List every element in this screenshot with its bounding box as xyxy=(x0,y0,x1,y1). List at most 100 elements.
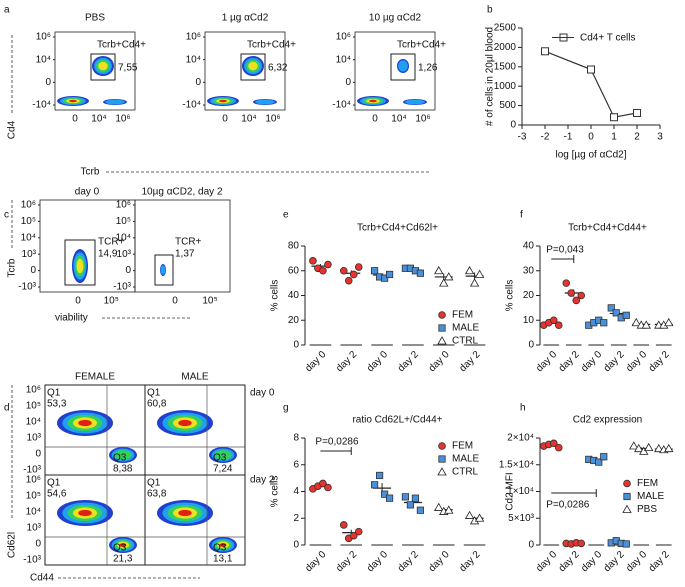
legend-label: MALE xyxy=(452,323,480,334)
y-tick-label: 1000 xyxy=(494,81,517,92)
point xyxy=(416,269,425,277)
tick-label: 0 xyxy=(75,296,81,307)
axis-label: Cd62l xyxy=(7,532,18,558)
plot-frame xyxy=(204,31,286,111)
x-tick-label: day 0 xyxy=(427,549,452,574)
cell-density xyxy=(178,509,192,517)
annotation: P=0,043 xyxy=(546,245,584,256)
tick-label: 0 xyxy=(222,114,228,125)
label: 6,32 xyxy=(268,63,288,74)
tick-label: 10⁵ xyxy=(116,216,131,227)
x-tick-label: -2 xyxy=(541,132,550,143)
point xyxy=(607,304,615,312)
point xyxy=(380,274,389,282)
tick-label: 10⁴ xyxy=(36,54,51,65)
gate xyxy=(390,53,416,81)
tick-label: 10⁴ xyxy=(391,114,406,125)
label: 60,8 xyxy=(147,399,167,410)
tick-label: 10⁵ xyxy=(21,216,36,227)
label: 1,26 xyxy=(418,63,438,74)
y-tick-label: 0 xyxy=(293,540,299,551)
tick-label: 10⁶ xyxy=(186,32,201,43)
label: 14,9 xyxy=(98,249,118,260)
point xyxy=(629,441,639,450)
y-tick-label: 2 xyxy=(293,513,299,524)
label: Q1 xyxy=(47,388,61,399)
y-tick-label: 0 xyxy=(293,340,299,351)
point xyxy=(309,257,317,265)
axis-label: Cd2 MFI xyxy=(505,472,516,510)
tick-label: -10³ xyxy=(23,555,41,566)
x-tick-label: day 2 xyxy=(602,549,627,574)
axis-label: % cells xyxy=(505,280,516,312)
x-tick-label: day 2 xyxy=(334,349,359,374)
point xyxy=(612,309,620,317)
point xyxy=(385,270,394,279)
cell-density xyxy=(214,450,232,460)
point xyxy=(434,502,444,511)
plot-frame xyxy=(54,31,136,111)
cell-density xyxy=(78,509,92,517)
legend-label: FEM xyxy=(637,478,658,489)
gate xyxy=(64,239,96,286)
point xyxy=(474,513,485,522)
label: Q3 xyxy=(213,453,227,464)
y-tick-label: 0 xyxy=(528,340,534,351)
legend-marker xyxy=(438,455,446,463)
x-tick-label: day 0 xyxy=(579,549,604,574)
label: Tcrb+Cd4+ xyxy=(397,40,446,51)
tick-label: 0 xyxy=(172,296,178,307)
plot-frame xyxy=(144,474,246,566)
tick-label: 10⁴ xyxy=(91,114,106,125)
tick-label: 0 xyxy=(35,539,41,550)
label: 8,38 xyxy=(113,464,133,475)
point xyxy=(434,265,444,275)
x-tick-label: day 0 xyxy=(365,349,390,374)
point xyxy=(444,272,454,281)
point xyxy=(587,65,595,74)
tick-label: 10⁵ xyxy=(104,296,119,307)
x-tick-label: day 0 xyxy=(303,349,328,374)
legend-marker xyxy=(438,324,446,332)
cell-density xyxy=(178,419,192,427)
point xyxy=(354,527,363,536)
x-tick-label: day 2 xyxy=(396,349,421,374)
legend-label: FEM xyxy=(452,310,473,321)
legend-label: CTRL xyxy=(452,467,479,478)
label: 21,3 xyxy=(113,554,133,565)
plot-frame xyxy=(354,31,436,111)
point xyxy=(631,317,641,327)
axis-label: Cd4 xyxy=(7,120,18,139)
y-tick-label: 2500 xyxy=(494,23,517,34)
cell-density xyxy=(398,60,408,72)
y-tick-label: 60 xyxy=(288,265,300,276)
axis-label: % cells xyxy=(270,280,281,312)
point xyxy=(380,490,389,498)
cell-density xyxy=(119,543,127,547)
point xyxy=(339,266,348,275)
gate xyxy=(90,53,116,81)
point xyxy=(324,260,332,269)
cell-density xyxy=(369,99,377,103)
y-tick-label: 1500 xyxy=(494,61,517,72)
legend-label: CTRL xyxy=(452,336,479,347)
x-tick-label: day 2 xyxy=(557,549,582,574)
point xyxy=(375,471,384,480)
point xyxy=(324,483,332,492)
tick-label: -10⁴ xyxy=(32,100,51,111)
point xyxy=(349,531,358,540)
tick-label: -10³ xyxy=(113,282,131,293)
point xyxy=(464,265,475,275)
point xyxy=(664,317,674,327)
axis-label: Tcrb xyxy=(7,258,18,277)
point xyxy=(469,278,480,287)
label: Q1 xyxy=(47,478,61,489)
tick-label: 10⁶ xyxy=(26,475,41,486)
tick-label: 10⁴ xyxy=(116,232,131,243)
tick-label: 0 xyxy=(372,114,378,125)
cell-density xyxy=(160,265,166,275)
axis-label: Tcrb xyxy=(81,167,100,178)
point xyxy=(385,494,394,502)
tick-label: 10⁴ xyxy=(21,232,36,243)
panel-letter: e xyxy=(283,210,289,221)
